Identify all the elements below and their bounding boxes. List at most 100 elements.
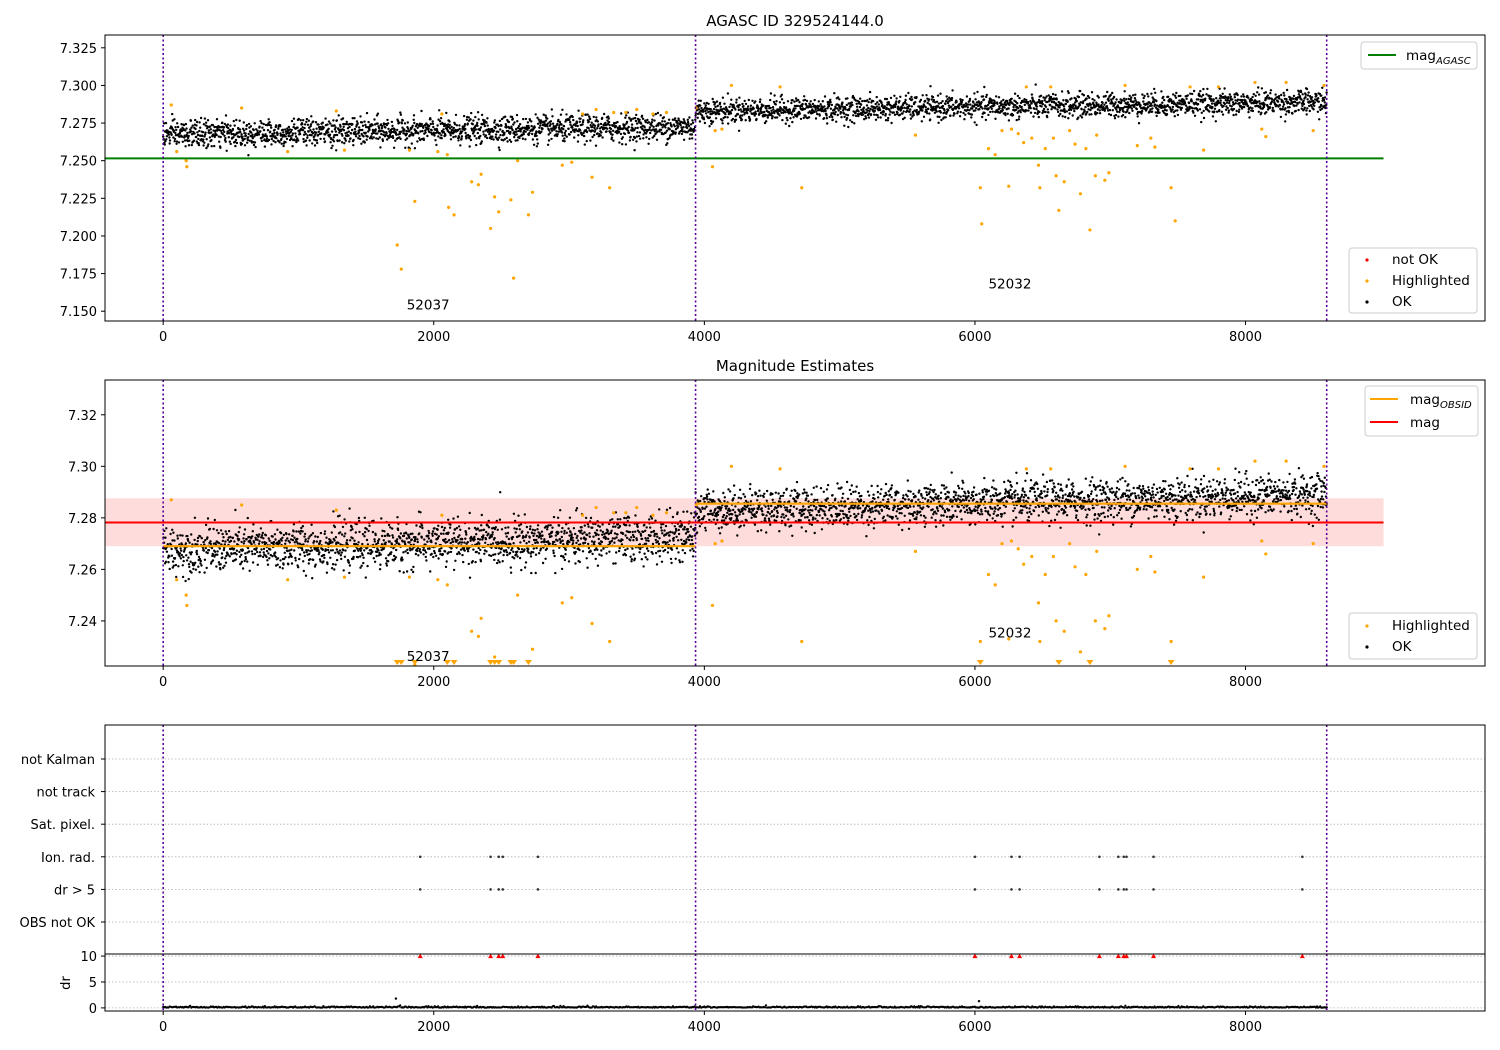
- ok-point: [1256, 101, 1259, 104]
- ok-point: [259, 554, 262, 558]
- ok-point: [712, 108, 716, 111]
- ok-point: [1230, 105, 1233, 108]
- ok-point: [345, 120, 348, 124]
- ok-point: [231, 536, 235, 539]
- ok-point: [431, 120, 434, 123]
- ok-point: [182, 559, 185, 563]
- ok-point: [203, 135, 206, 138]
- ok-point: [177, 141, 181, 144]
- ok-point: [441, 553, 445, 556]
- ok-point: [756, 109, 760, 113]
- ok-point: [427, 529, 430, 533]
- ok-point: [851, 103, 854, 107]
- ok-point: [1116, 110, 1119, 113]
- ok-point: [1163, 98, 1166, 102]
- ok-point: [315, 127, 318, 130]
- ok-point: [251, 133, 254, 136]
- ok-point: [1043, 99, 1046, 102]
- ok-point: [493, 558, 496, 562]
- ok-point: [359, 115, 362, 118]
- ok-point: [901, 112, 904, 115]
- ok-point: [1096, 111, 1099, 115]
- ok-point: [713, 103, 716, 106]
- ok-point: [165, 550, 169, 553]
- ok-point: [571, 115, 574, 119]
- ok-point: [536, 122, 540, 126]
- ok-point: [221, 133, 225, 136]
- ok-point: [189, 128, 192, 131]
- ok-point: [356, 556, 360, 559]
- ok-point: [1317, 100, 1321, 103]
- ok-point: [762, 104, 765, 107]
- ok-point: [1013, 92, 1017, 95]
- ok-point: [539, 124, 542, 127]
- ok-point: [817, 105, 821, 108]
- ok-point: [415, 122, 419, 126]
- ok-point: [164, 560, 168, 563]
- ok-point: [915, 95, 918, 99]
- ok-point: [1226, 106, 1229, 110]
- ok-point: [418, 532, 421, 535]
- ok-point: [468, 576, 472, 579]
- ok-point: [438, 550, 442, 553]
- ok-point: [404, 146, 407, 149]
- ok-point: [306, 123, 310, 127]
- ok-point: [203, 141, 206, 144]
- ok-point: [195, 120, 199, 124]
- ok-point: [1190, 100, 1194, 103]
- ok-point: [318, 551, 321, 554]
- ok-point: [497, 552, 500, 555]
- ok-point: [735, 98, 738, 101]
- ok-point: [487, 532, 490, 535]
- ok-point: [211, 559, 215, 562]
- ok-point: [686, 131, 689, 134]
- ok-point: [362, 135, 365, 138]
- highlighted-point: [530, 190, 535, 194]
- ok-point: [847, 125, 850, 129]
- ok-point: [1089, 108, 1092, 112]
- ok-point: [1079, 101, 1083, 104]
- ok-point: [229, 124, 232, 127]
- ok-point: [333, 128, 337, 131]
- ok-point: [215, 565, 218, 568]
- ok-point: [938, 106, 941, 110]
- highlighted-point: [729, 83, 734, 88]
- ok-point: [810, 105, 813, 109]
- ok-point: [260, 121, 263, 125]
- ok-point: [1130, 107, 1134, 110]
- ok-point: [179, 547, 182, 550]
- highlighted-point: [1057, 208, 1061, 212]
- ok-point: [479, 126, 483, 129]
- highlighted-point: [986, 147, 991, 151]
- ok-point: [438, 109, 441, 112]
- ok-point: [1029, 111, 1033, 114]
- ok-point: [338, 139, 341, 142]
- ok-point: [818, 114, 821, 117]
- ok-point: [826, 122, 829, 125]
- ok-point: [1213, 107, 1217, 111]
- ok-point: [1175, 104, 1179, 107]
- highlighted-point: [497, 210, 501, 214]
- ok-point: [209, 540, 212, 543]
- ok-point: [749, 104, 753, 107]
- ok-point: [286, 549, 289, 553]
- ok-point: [1118, 110, 1121, 114]
- ok-point: [445, 111, 448, 115]
- ok-point: [491, 542, 495, 545]
- ok-point: [176, 125, 180, 129]
- ok-point: [477, 118, 480, 121]
- ok-point: [1014, 104, 1017, 107]
- ok-point: [650, 121, 654, 124]
- ok-point: [463, 123, 467, 126]
- ok-point: [332, 119, 335, 122]
- ok-point: [721, 122, 724, 125]
- ok-point: [857, 114, 860, 118]
- ok-point: [936, 115, 939, 118]
- ok-point: [200, 537, 203, 540]
- ok-point: [575, 121, 579, 125]
- ok-point: [571, 126, 574, 129]
- ok-point: [1107, 99, 1111, 103]
- ok-point: [611, 129, 615, 132]
- ok-point: [287, 563, 290, 566]
- ok-point: [360, 142, 363, 145]
